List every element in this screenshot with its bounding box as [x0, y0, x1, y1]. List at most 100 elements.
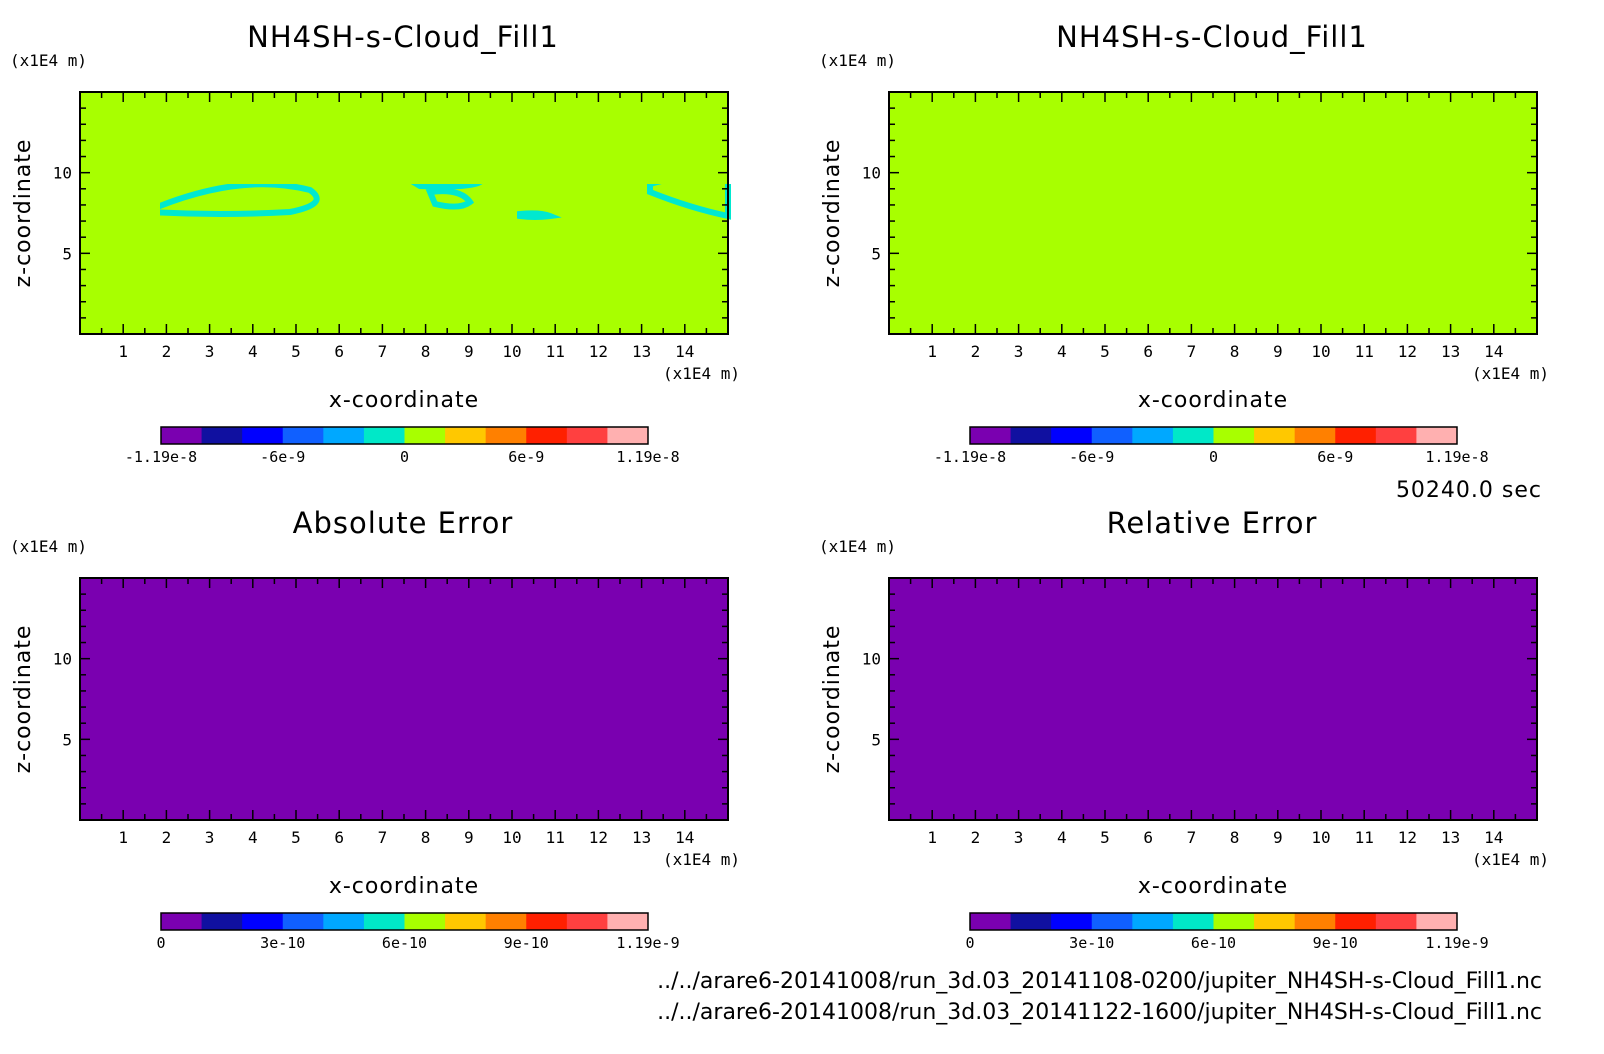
- y-axis-label: z-coordinate: [820, 625, 845, 774]
- plot-area: [889, 578, 1537, 820]
- x-tick-label: 4: [248, 342, 258, 361]
- x-tick-label: 7: [378, 828, 388, 847]
- colorbar-label: 0: [1209, 448, 1218, 466]
- x-axis-label: x-coordinate: [329, 388, 479, 413]
- chart-panel-4: Relative Error(x1E4 m)1 2 3 4 5 6 7 8 9 10 11 12 13 1…: [819, 506, 1549, 952]
- colorbar-segment: [363, 913, 405, 930]
- x-tick-label: 11: [1355, 828, 1374, 847]
- x-tick-label: 4: [248, 828, 258, 847]
- colorbar-segment: [323, 913, 365, 930]
- y-tick-label: 10: [53, 164, 72, 183]
- x-tick-label: 6: [1143, 342, 1153, 361]
- x-tick-label: 13: [1441, 342, 1460, 361]
- chart-title: NH4SH-s-Cloud_Fill1: [247, 20, 559, 54]
- y-tick-label: 5: [62, 730, 72, 749]
- colorbar-segment: [445, 427, 487, 444]
- colorbar-segment: [1132, 913, 1174, 930]
- x-tick-label: 8: [1230, 828, 1240, 847]
- x-tick-label: 5: [291, 828, 301, 847]
- chart-title: NH4SH-s-Cloud_Fill1: [1056, 20, 1368, 54]
- colorbar-segment: [1213, 427, 1255, 444]
- x-tick-label: 12: [589, 828, 608, 847]
- y-unit-label: (x1E4 m): [10, 51, 87, 70]
- colorbar-label: 0: [156, 934, 165, 952]
- colorbar-label: 6e-9: [508, 448, 544, 466]
- colorbar-segment: [1294, 427, 1336, 444]
- x-tick-label: 14: [1484, 342, 1503, 361]
- y-axis-label: z-coordinate: [11, 625, 36, 774]
- chart-panel-2: NH4SH-s-Cloud_Fill1(x1E4 m)1 2 3 4 5 6 7 8 9 10 11…: [819, 20, 1549, 466]
- x-tick-label: 11: [1355, 342, 1374, 361]
- colorbar-segment: [242, 913, 284, 930]
- x-tick-label: 10: [1311, 342, 1330, 361]
- x-tick-label: 6: [1143, 828, 1153, 847]
- colorbar-segment: [1254, 913, 1296, 930]
- colorbar-segment: [566, 913, 608, 930]
- colorbar-segment: [161, 427, 203, 444]
- colorbar-label: 0: [965, 934, 974, 952]
- colorbar-segment: [1172, 427, 1214, 444]
- x-axis-label: x-coordinate: [1138, 388, 1288, 413]
- contour-line: [425, 188, 475, 210]
- chart-title: Absolute Error: [293, 506, 514, 540]
- x-tick-label: 14: [1484, 828, 1503, 847]
- x-unit-label: (x1E4 m): [663, 364, 740, 383]
- chart-panel-1: NH4SH-s-Cloud_Fill1(x1E4 m)1 2 3 4 5 6 7 8 9 10 11…: [10, 20, 740, 466]
- plot-area: [80, 578, 728, 820]
- x-tick-label: 14: [675, 342, 694, 361]
- x-axis-label: x-coordinate: [1138, 874, 1288, 899]
- x-tick-label: 10: [502, 828, 521, 847]
- time-label: 50240.0 sec: [1396, 478, 1542, 503]
- colorbar-frame: [160, 912, 649, 931]
- x-tick-label: 7: [1187, 828, 1197, 847]
- colorbar-segment: [282, 913, 324, 930]
- y-axis-label: z-coordinate: [11, 139, 36, 288]
- x-unit-label: (x1E4 m): [663, 850, 740, 869]
- colorbar-label: 1.19e-9: [616, 934, 679, 952]
- x-tick-label: 8: [1230, 342, 1240, 361]
- y-tick-label: 10: [862, 650, 881, 669]
- file-path-1: ../../arare6-20141008/run_3d.03_20141108…: [657, 969, 1542, 994]
- y-tick-label: 5: [871, 730, 881, 749]
- colorbar-segment: [1051, 913, 1093, 930]
- colorbar-segment: [970, 427, 1012, 444]
- x-tick-label: 10: [1311, 828, 1330, 847]
- colorbar-segment: [526, 427, 568, 444]
- x-tick-label: 4: [1057, 342, 1067, 361]
- colorbar-label: 9e-10: [1313, 934, 1358, 952]
- x-tick-label: 10: [502, 342, 521, 361]
- colorbar-label: 1.19e-8: [616, 448, 679, 466]
- x-tick-label: 2: [162, 342, 172, 361]
- x-tick-label: 6: [334, 828, 344, 847]
- x-tick-label: 13: [632, 342, 651, 361]
- y-tick-label: 5: [62, 244, 72, 263]
- colorbar-segment: [1091, 913, 1133, 930]
- x-tick-label: 8: [421, 342, 431, 361]
- file-path-2: ../../arare6-20141008/run_3d.03_20141122…: [657, 1000, 1542, 1025]
- colorbar-segment: [1294, 913, 1336, 930]
- colorbar-segment: [323, 427, 365, 444]
- colorbar-segment: [526, 913, 568, 930]
- colorbar-segment: [404, 427, 446, 444]
- x-tick-label: 2: [162, 828, 172, 847]
- y-tick-label: 10: [862, 164, 881, 183]
- colorbar-label: 6e-10: [1191, 934, 1236, 952]
- colorbar-segment: [566, 427, 608, 444]
- colorbar-segment: [1416, 913, 1458, 930]
- contour-line: [517, 210, 562, 220]
- x-tick-label: 14: [675, 828, 694, 847]
- contour-line: [160, 184, 320, 217]
- x-tick-label: 3: [205, 828, 215, 847]
- x-tick-label: 6: [334, 342, 344, 361]
- x-tick-label: 12: [1398, 828, 1417, 847]
- x-unit-label: (x1E4 m): [1472, 364, 1549, 383]
- x-tick-label: 1: [118, 342, 128, 361]
- x-tick-label: 2: [971, 828, 981, 847]
- colorbar-segment: [363, 427, 405, 444]
- colorbar-frame: [969, 912, 1458, 931]
- chart-panel-3: Absolute Error(x1E4 m)1 2 3 4 5 6 7 8 9 10 11 12 13 1…: [10, 506, 740, 952]
- x-tick-label: 1: [927, 342, 937, 361]
- colorbar-segment: [282, 427, 324, 444]
- y-axis-label: z-coordinate: [820, 139, 845, 288]
- x-tick-label: 7: [1187, 342, 1197, 361]
